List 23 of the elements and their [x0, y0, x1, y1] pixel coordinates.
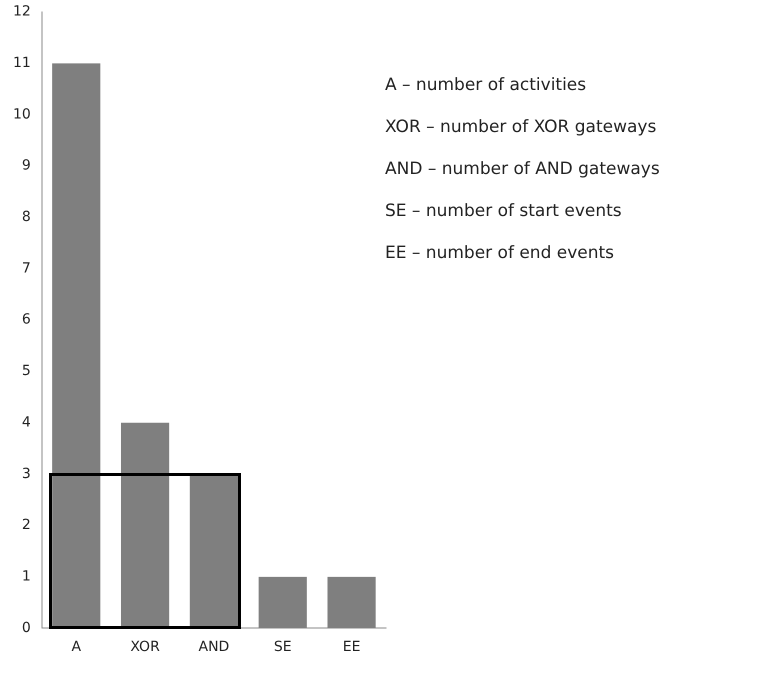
annotation: SE – number of start events	[385, 200, 623, 223]
y-tick-label: 7	[22, 260, 31, 276]
y-tick-label: 8	[22, 209, 31, 226]
y-tick-label: 0	[22, 620, 31, 636]
annotation: XOR – number of XOR gateways	[385, 116, 658, 139]
y-tick-label: 12	[12, 4, 31, 20]
annotation: EE – number of end events	[385, 242, 616, 265]
y-tick-label: 3	[22, 466, 31, 482]
y-tick-label: 4	[22, 414, 31, 430]
x-tick-label: EE	[342, 639, 360, 656]
x-tick-label: XOR	[130, 639, 160, 656]
x-tick-label: SE	[274, 639, 292, 656]
annotation: AND – number of AND gateways	[385, 158, 660, 181]
y-tick-label: 2	[22, 517, 31, 534]
y-tick-label: 10	[12, 106, 31, 122]
annotation: A – number of activities	[385, 74, 588, 97]
y-tick-label: 5	[22, 363, 31, 380]
x-tick-label: AND	[198, 639, 230, 656]
y-tick-label: 1	[22, 568, 31, 584]
y-tick-label: 6	[22, 312, 31, 328]
y-tick-label: 9	[22, 158, 31, 174]
x-tick-label: A	[71, 639, 82, 656]
y-tick-label: 11	[12, 54, 31, 71]
